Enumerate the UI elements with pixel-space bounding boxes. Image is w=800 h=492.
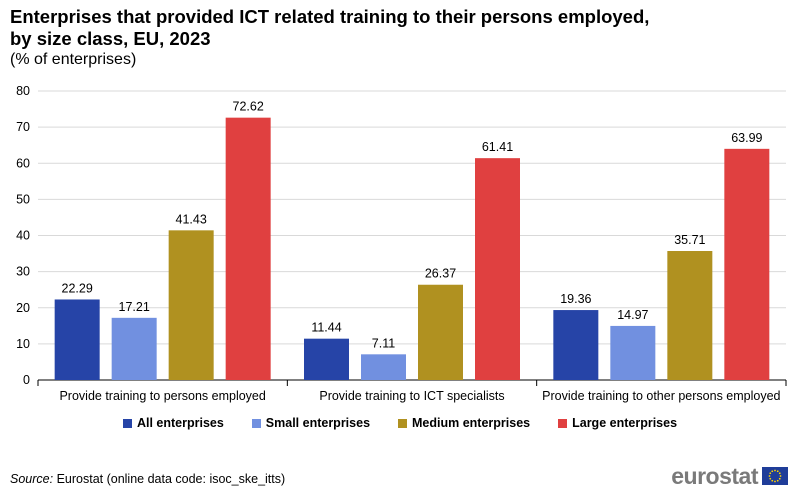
legend-swatch-medium <box>398 418 408 428</box>
legend-item-medium[interactable]: Medium enterprises <box>398 416 530 430</box>
bar <box>667 250 713 380</box>
data-label: 11.44 <box>311 321 341 335</box>
data-label: 22.29 <box>62 281 93 295</box>
data-label: 14.97 <box>617 308 648 322</box>
y-tick-label: 80 <box>16 84 30 98</box>
source-label: Source: <box>10 472 54 486</box>
bar <box>168 230 214 380</box>
x-category-label: Provide training to persons employed <box>59 389 265 403</box>
data-label: 19.36 <box>560 292 591 306</box>
data-label: 72.62 <box>233 100 264 114</box>
logo-text: eurostat <box>671 463 758 489</box>
y-tick-label: 60 <box>16 156 30 170</box>
bar <box>418 284 463 380</box>
legend-label-small: Small enterprises <box>265 416 371 430</box>
data-label: 35.71 <box>674 233 705 247</box>
bar <box>111 317 157 380</box>
legend-swatch-large <box>558 418 568 428</box>
data-label: 61.41 <box>482 140 513 154</box>
y-tick-label: 10 <box>16 337 30 351</box>
chart-legend: All enterprises Small enterprises Medium… <box>0 416 800 430</box>
data-label: 41.43 <box>176 212 207 226</box>
bar <box>475 158 520 380</box>
chart-title: Enterprises that provided ICT related tr… <box>10 6 650 49</box>
data-label: 63.99 <box>731 131 762 145</box>
legend-swatch-all <box>122 418 132 428</box>
bar <box>225 117 271 380</box>
legend-item-small[interactable]: Small enterprises <box>251 416 371 430</box>
legend-item-all[interactable]: All enterprises <box>122 416 224 430</box>
data-label: 17.21 <box>119 300 150 314</box>
source-text: Eurostat (online data code: isoc_ske_itt… <box>53 472 286 486</box>
source-note: Source: Eurostat (online data code: isoc… <box>10 472 285 486</box>
legend-item-large[interactable]: Large enterprises <box>558 416 677 430</box>
y-tick-label: 50 <box>16 192 30 206</box>
data-label: 26.37 <box>425 267 456 281</box>
bar-chart: 0 10 20 30 40 50 60 70 80 22.29 17.21 41.43 72.62 Pro… <box>16 84 787 403</box>
legend-swatch-small <box>251 418 261 428</box>
x-category-label: Provide training to other persons employ… <box>542 389 780 403</box>
legend-label-all: All enterprises <box>136 416 224 430</box>
bar <box>361 354 406 380</box>
legend-label-large: Large enterprises <box>572 416 678 430</box>
y-tick-label: 40 <box>16 229 30 243</box>
legend-label-medium: Medium enterprises <box>412 416 531 430</box>
y-tick-label: 0 <box>23 373 30 387</box>
y-tick-label: 20 <box>16 301 30 315</box>
data-label: 7.11 <box>372 336 395 350</box>
y-tick-label: 30 <box>16 265 30 279</box>
eu-flag-icon <box>762 467 788 485</box>
eurostat-logo[interactable]: eurostat <box>671 464 788 488</box>
bar <box>304 338 349 380</box>
bar <box>724 148 770 380</box>
bar <box>54 299 100 380</box>
chart-subtitle: (% of enterprises) <box>10 51 137 68</box>
x-category-label: Provide training to ICT specialists <box>319 389 504 403</box>
bar <box>553 310 599 380</box>
bar <box>610 325 656 380</box>
y-tick-label: 70 <box>16 120 30 134</box>
